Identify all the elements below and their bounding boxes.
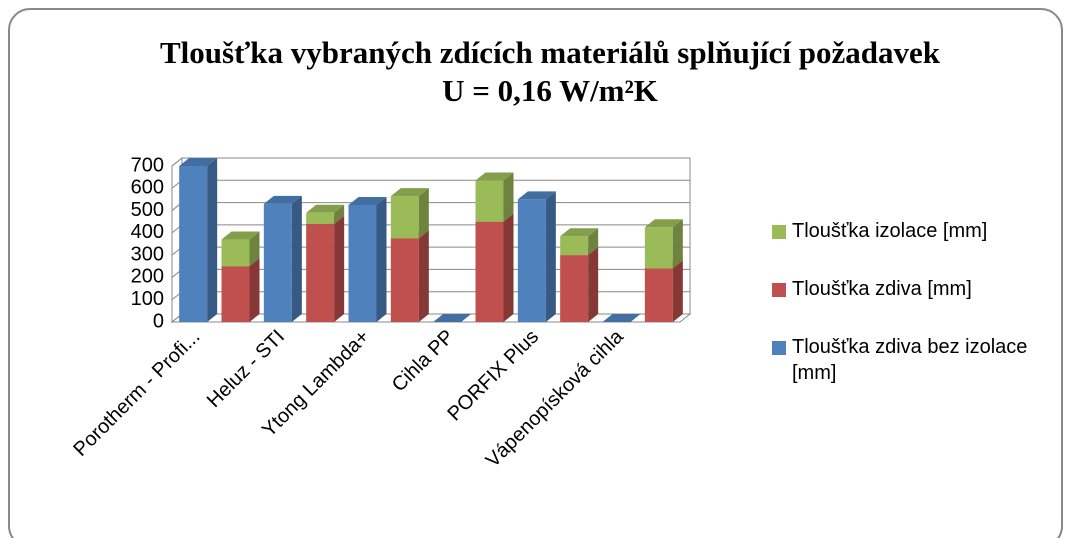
y-tick-label: 700 [131,154,164,176]
bar-top [348,197,387,205]
bar-segment [560,247,599,322]
bar-side [503,213,514,322]
bar-front [179,166,208,322]
bar-front [306,223,335,322]
bar-top [560,228,599,237]
bar-front [348,205,377,322]
bar-front [475,180,504,222]
bar-top [602,314,641,322]
bar-side [291,195,302,322]
bar-front [517,199,546,322]
bar-front [475,221,504,322]
legend-swatch [772,225,786,239]
bar-segment [221,231,260,267]
bar-segment [390,188,429,239]
bar-front [306,212,335,224]
bar-segment [348,197,387,322]
bar-segment [644,219,683,269]
bar-segment [306,215,345,322]
bar-side [503,172,514,222]
bar-top [221,231,260,240]
bar-side [376,197,387,322]
bar-side [418,230,429,322]
legend: Tloušťka izolace [mm] Tloušťka zdiva [mm]… [772,218,1072,418]
bar-front [390,196,419,239]
bar-top [263,195,302,204]
bar-side [672,260,683,322]
bar-side [588,228,599,256]
bar-side [249,231,260,267]
bar-segment [644,260,683,322]
bar-front [263,203,292,322]
bar-top [475,172,514,181]
bar-top [179,158,218,166]
bar-front [221,266,250,322]
bar-side [207,158,218,322]
y-tick-label: 500 [131,199,164,221]
bar-front [390,238,419,322]
bar-segment [602,314,641,322]
bar-segment [433,314,472,322]
bar-top [390,188,429,197]
legend-label: Tloušťka izolace [mm] [792,220,988,242]
chart-title: Tloušťka vybraných zdících materiálů spl… [159,35,941,108]
bar-front [644,268,673,322]
bar-side [249,258,260,322]
x-tick-label: Cihla PP [388,326,459,397]
bar-top [644,219,683,228]
bar-top [517,191,556,200]
bar-front [221,239,250,267]
y-tick-label: 0 [153,310,164,332]
bar-top [306,204,345,213]
legend-swatch [772,341,786,355]
bar-segment [306,204,345,224]
bar-front [560,255,589,322]
x-tick-label: Vápenopísková cihla [482,325,629,472]
bar-side [334,215,345,322]
grid-line-side [171,157,183,167]
bar-segment [263,195,302,322]
bar-side [588,247,599,322]
legend-item: Tloušťka zdiva [mm] [772,276,1062,302]
bar-segment [390,230,429,322]
x-tick-label: Heluz - STI [203,326,289,412]
bar-side [545,191,556,322]
bar-side [418,188,429,239]
bar-top [433,314,472,322]
legend-label: Tloušťka zdiva bez izolace [mm] [792,336,1028,384]
legend-item: Tloušťka zdiva bez izolace [mm] [772,334,1062,386]
y-tick-label: 100 [131,288,164,310]
bar-segment [221,258,260,322]
legend-label: Tloušťka zdiva [mm] [792,278,972,300]
legend-item: Tloušťka izolace [mm] [772,218,1062,244]
bar-side [672,219,683,269]
legend-swatch [772,283,786,297]
x-tick-label: Porotherm - Profi... [69,326,204,461]
bar-segment [517,191,556,322]
bar-segment [560,228,599,256]
bar-front [560,236,589,256]
bar-segment [179,158,218,322]
bar-segment [475,172,514,222]
chart-frame [8,8,1063,538]
y-tick-label: 300 [131,243,164,265]
bar-segment [475,213,514,322]
y-tick-label: 200 [131,266,164,288]
bar-side [334,204,345,224]
bar-front [644,227,673,269]
y-tick-label: 600 [131,177,164,199]
y-tick-label: 400 [131,221,164,243]
